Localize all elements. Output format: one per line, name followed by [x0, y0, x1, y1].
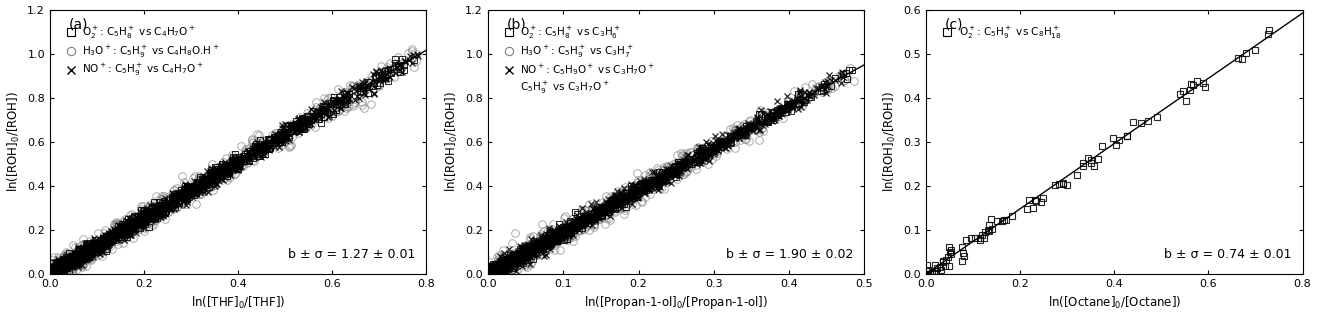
Legend: O$_2^+$: C$_5$H$_9^+$ vs C$_8$H$_{18}^+$: O$_2^+$: C$_5$H$_9^+$ vs C$_8$H$_{18}^+$ — [939, 23, 1063, 43]
Text: b ± σ = 1.90 ± 0.02: b ± σ = 1.90 ± 0.02 — [726, 248, 853, 261]
X-axis label: ln([Propan-1-ol]$_0$/[Propan-1-ol]): ln([Propan-1-ol]$_0$/[Propan-1-ol]) — [585, 294, 768, 311]
Y-axis label: ln([ROH]$_0$/[ROH]): ln([ROH]$_0$/[ROH]) — [444, 92, 460, 192]
Y-axis label: ln([ROH]$_0$/[ROH]): ln([ROH]$_0$/[ROH]) — [881, 92, 898, 192]
Legend: O$_2^+$: C$_5$H$_8^+$ vs C$_3$H$_6^+$, H$_3$O$^+$: C$_5$H$_9^+$ vs C$_3$H$_7^+$,: O$_2^+$: C$_5$H$_8^+$ vs C$_3$H$_6^+$, H… — [500, 23, 657, 98]
Y-axis label: ln([ROH]$_0$/[ROH]): ln([ROH]$_0$/[ROH]) — [5, 92, 21, 192]
Text: (a): (a) — [68, 17, 88, 31]
Text: b ± σ = 0.74 ± 0.01: b ± σ = 0.74 ± 0.01 — [1164, 248, 1291, 261]
Text: (b): (b) — [507, 17, 527, 31]
X-axis label: ln([THF]$_0$/[THF]): ln([THF]$_0$/[THF]) — [191, 294, 286, 311]
Text: (c): (c) — [944, 17, 963, 31]
Legend: O$_2^+$: C$_5$H$_8^+$ vs C$_4$H$_7$O$^+$, H$_3$O$^+$: C$_5$H$_9^+$ vs C$_4$H$_8$: O$_2^+$: C$_5$H$_8^+$ vs C$_4$H$_7$O$^+$… — [63, 23, 221, 81]
X-axis label: ln([Octane]$_0$/[Octane]): ln([Octane]$_0$/[Octane]) — [1047, 294, 1181, 311]
Text: b ± σ = 1.27 ± 0.01: b ± σ = 1.27 ± 0.01 — [287, 248, 415, 261]
